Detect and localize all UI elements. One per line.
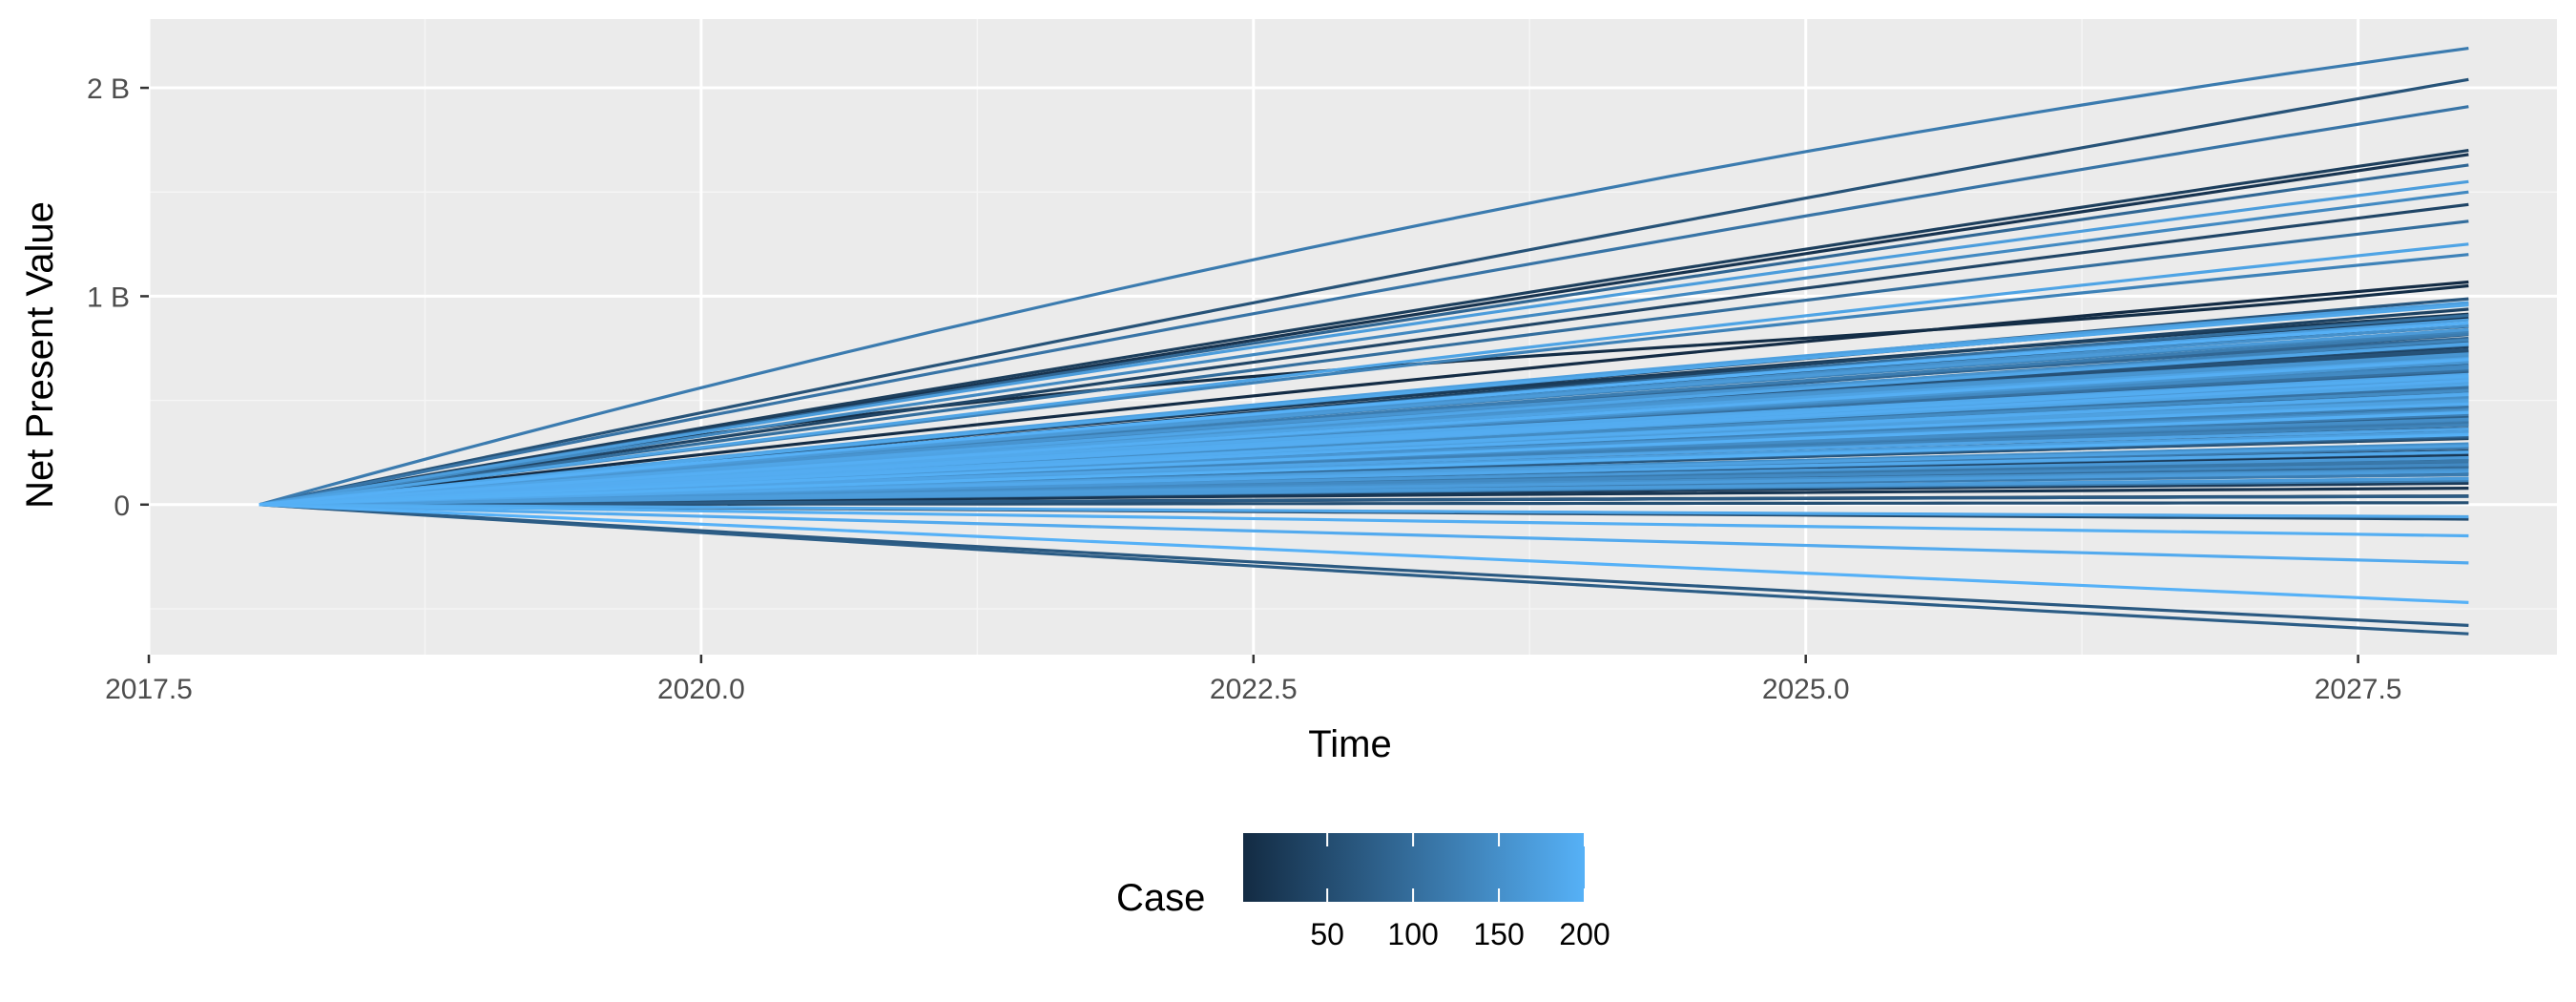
legend: Case 50 100 150 200 <box>1116 833 1610 951</box>
legend-tick-label: 200 <box>1559 917 1610 951</box>
series-line-case-199 <box>259 321 2469 507</box>
y-tick-label: 2 B <box>87 73 130 105</box>
series-line-case-140 <box>259 190 2469 507</box>
series-line-case-196 <box>259 358 2469 507</box>
x-tick-label: 2020.0 <box>657 674 745 705</box>
y-axis-title: Net Present Value <box>19 201 61 509</box>
series-line-case-185 <box>259 503 2469 519</box>
x-tick-label: 2027.5 <box>2315 674 2402 705</box>
y-tick-label: 1 B <box>87 282 130 313</box>
series-line-case-197 <box>259 410 2469 507</box>
series-line-case-75 <box>259 503 2469 636</box>
series-lines <box>259 47 2469 636</box>
series-line-case-198 <box>259 432 2469 507</box>
series-line-case-30 <box>259 149 2469 507</box>
legend-ticks: 50 100 150 200 <box>1310 833 1610 951</box>
legend-tick-label: 100 <box>1387 917 1438 951</box>
series-line-case-194 <box>259 402 2469 507</box>
x-tick-label: 2017.5 <box>105 674 193 705</box>
x-axis-title: Time <box>1308 723 1391 765</box>
series-line-case-180 <box>259 242 2469 507</box>
x-tick-label: 2025.0 <box>1762 674 1850 705</box>
series-line-case-169 <box>259 470 2469 507</box>
series-line-case-170 <box>259 179 2469 507</box>
series-line-case-187 <box>259 450 2469 507</box>
axes: 2017.5 2020.0 2022.5 2025.0 2027.5 0 1 B 2 B <box>87 73 2402 705</box>
legend-title: Case <box>1116 877 1205 919</box>
y-tick-label: 0 <box>114 491 130 522</box>
series-line-case-100 <box>259 219 2469 507</box>
series-line-case-182 <box>259 342 2469 507</box>
series-line-case-120 <box>259 47 2469 507</box>
legend-tick-label: 50 <box>1310 917 1344 951</box>
series-line-case-40 <box>259 202 2469 507</box>
series-line-case-73 <box>259 494 2469 507</box>
series-line-case-110 <box>259 105 2469 507</box>
legend-tick-label: 150 <box>1473 917 1524 951</box>
series-line-case-193 <box>259 379 2469 507</box>
series-line-case-186 <box>259 303 2469 507</box>
series-line-case-181 <box>259 428 2469 507</box>
x-tick-label: 2022.5 <box>1210 674 1298 705</box>
series-line-case-200 <box>259 503 2469 604</box>
series-line-case-195 <box>259 503 2469 538</box>
series-line-case-60 <box>259 77 2469 507</box>
series-line-case-190 <box>259 503 2469 565</box>
series-line-case-3 <box>259 280 2469 507</box>
